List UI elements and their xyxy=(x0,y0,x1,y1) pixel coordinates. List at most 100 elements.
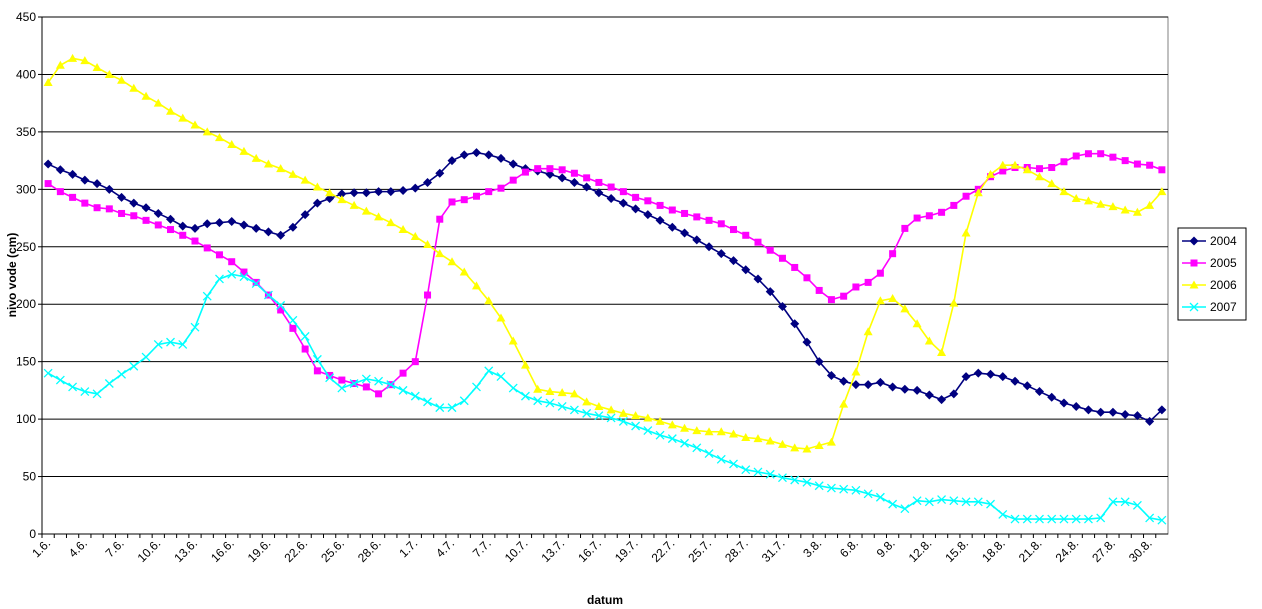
marker xyxy=(1096,199,1106,208)
marker xyxy=(386,380,396,390)
marker xyxy=(92,179,102,189)
marker xyxy=(998,510,1008,519)
marker xyxy=(973,497,983,507)
marker xyxy=(716,249,726,259)
y-tick-label: 200 xyxy=(16,297,36,311)
marker xyxy=(693,213,701,221)
marker xyxy=(472,382,481,392)
marker xyxy=(973,368,983,378)
marker xyxy=(349,379,359,388)
marker xyxy=(130,212,138,220)
marker xyxy=(826,437,836,446)
marker xyxy=(117,369,127,379)
x-tick-label: 25.6. xyxy=(318,536,347,565)
marker xyxy=(1109,153,1117,161)
marker xyxy=(423,177,433,187)
marker xyxy=(582,397,592,406)
marker xyxy=(1022,165,1032,174)
marker xyxy=(361,206,371,215)
marker xyxy=(263,227,273,237)
x-tick-label: 7.6. xyxy=(103,536,127,560)
marker xyxy=(569,177,579,187)
marker xyxy=(1047,179,1057,188)
marker xyxy=(912,496,922,506)
marker xyxy=(643,413,653,422)
marker xyxy=(876,269,884,277)
marker xyxy=(1010,514,1020,524)
x-tick-label: 16.6. xyxy=(208,536,237,565)
marker xyxy=(692,235,702,245)
marker xyxy=(1157,187,1167,196)
marker xyxy=(1108,497,1118,507)
marker xyxy=(460,196,468,204)
marker xyxy=(263,290,273,300)
marker xyxy=(765,469,775,479)
x-tick-label: 28.7. xyxy=(722,536,751,565)
marker xyxy=(398,225,408,234)
x-tick-label: 25.7. xyxy=(685,536,714,565)
marker xyxy=(484,366,494,376)
marker xyxy=(705,216,713,224)
marker xyxy=(178,113,188,122)
marker xyxy=(203,244,211,252)
marker xyxy=(631,421,641,431)
marker xyxy=(961,497,971,507)
marker xyxy=(900,304,910,313)
marker xyxy=(1097,150,1105,158)
marker xyxy=(741,432,751,441)
marker xyxy=(619,188,627,196)
marker xyxy=(912,385,922,395)
marker xyxy=(667,434,677,444)
marker xyxy=(692,426,702,435)
marker xyxy=(1083,405,1093,415)
marker xyxy=(349,200,359,209)
marker xyxy=(375,390,383,398)
marker xyxy=(863,380,873,390)
marker xyxy=(1071,194,1081,203)
marker xyxy=(826,483,836,493)
marker xyxy=(263,159,273,168)
marker xyxy=(472,192,480,200)
marker xyxy=(875,377,885,387)
marker xyxy=(508,336,518,345)
marker xyxy=(215,274,224,284)
marker xyxy=(594,188,604,198)
legend-label: 2004 xyxy=(1210,234,1237,248)
marker xyxy=(986,369,996,379)
marker xyxy=(251,223,261,233)
x-tick-label: 31.7. xyxy=(759,536,788,565)
marker xyxy=(1121,157,1129,165)
x-tick-label: 15.8. xyxy=(942,536,971,565)
y-tick-label: 250 xyxy=(16,240,36,254)
marker xyxy=(178,221,188,231)
marker xyxy=(901,224,909,232)
x-tick-label: 28.6. xyxy=(355,536,384,565)
marker xyxy=(288,169,298,178)
marker xyxy=(325,188,335,197)
marker xyxy=(337,189,347,199)
marker xyxy=(840,292,848,300)
marker xyxy=(436,215,444,223)
marker xyxy=(864,278,872,286)
marker xyxy=(129,198,139,208)
marker xyxy=(973,188,983,197)
marker xyxy=(240,268,248,276)
marker xyxy=(631,411,641,420)
marker xyxy=(1022,381,1032,391)
y-tick-label: 400 xyxy=(16,67,36,81)
marker xyxy=(1096,407,1106,417)
marker xyxy=(153,339,163,349)
x-tick-label: 18.8. xyxy=(979,536,1008,565)
x-axis-title: datum xyxy=(587,593,623,607)
marker xyxy=(545,398,555,408)
marker xyxy=(129,361,139,371)
marker xyxy=(937,347,947,356)
marker xyxy=(252,278,260,286)
marker xyxy=(80,387,90,396)
marker xyxy=(362,383,370,391)
marker xyxy=(1120,410,1130,420)
marker xyxy=(938,208,946,216)
legend-box xyxy=(1177,227,1247,321)
marker xyxy=(716,454,726,464)
marker xyxy=(717,220,725,228)
